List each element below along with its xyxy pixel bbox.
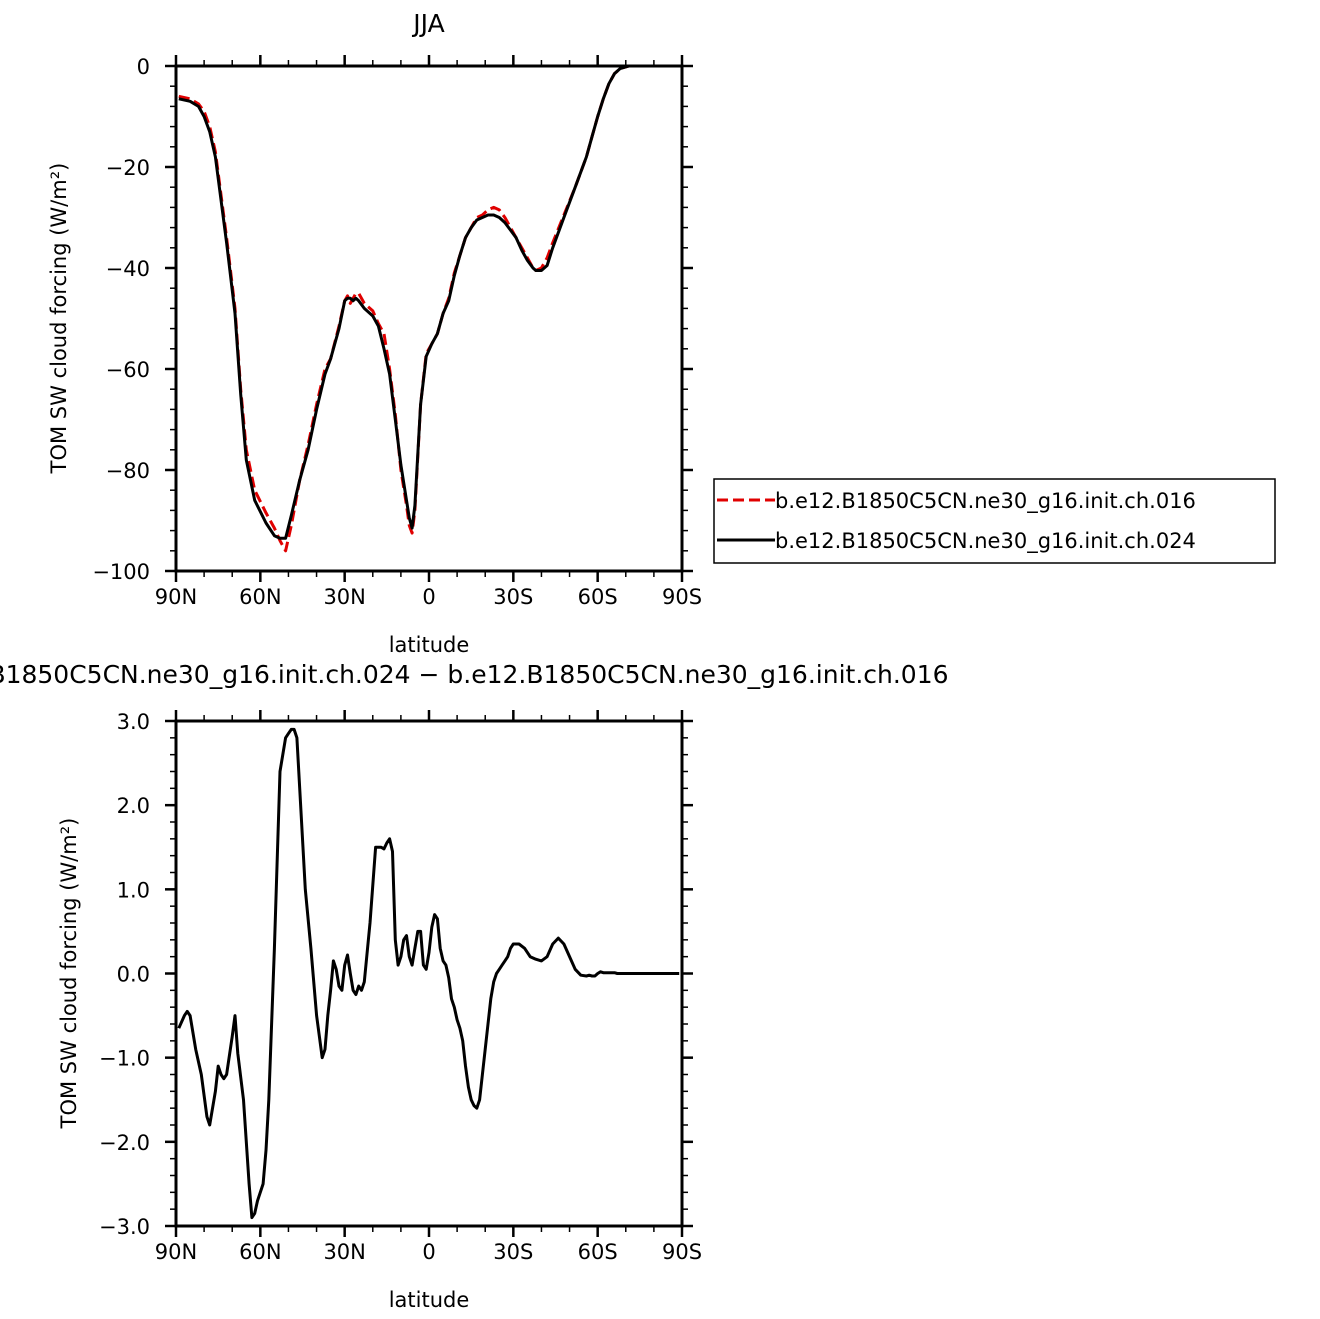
y-tick-label: −3.0 — [99, 1215, 150, 1239]
top-series-lines — [178, 64, 680, 553]
x-tick-label: 60N — [239, 1240, 281, 1264]
x-tick-label: 90S — [662, 1240, 702, 1264]
x-tick-label: 0 — [422, 1240, 435, 1264]
x-tick-label: 60S — [578, 1240, 618, 1264]
x-tick-label: 60N — [239, 585, 281, 609]
y-tick-label: 1.0 — [117, 878, 150, 902]
x-tick-label: 30N — [323, 585, 365, 609]
y-tick-label: −20 — [106, 156, 150, 180]
bottom-y-tick-labels: 3.0 2.0 1.0 0.0 −1.0 −2.0 −3.0 — [99, 710, 150, 1239]
series-line-1 — [178, 64, 680, 553]
y-tick-label: −1.0 — [99, 1047, 150, 1071]
bottom-panel: b.e12.B1850C5CN.ne30_g16.init.ch.024 − b… — [0, 660, 949, 1312]
bottom-series-lines — [177, 727, 680, 1220]
top-chart-title: JJA — [411, 9, 444, 38]
x-tick-label: 30N — [323, 1240, 365, 1264]
y-tick-label: −60 — [106, 358, 150, 382]
y-tick-label: 0.0 — [117, 963, 150, 987]
bottom-plot-frame — [174, 719, 684, 1228]
series-line-2 — [178, 64, 680, 540]
x-tick-label: 30S — [493, 1240, 533, 1264]
y-tick-label: 2.0 — [117, 794, 150, 818]
legend-label-series-2: b.e12.B1850C5CN.ne30_g16.init.ch.024 — [775, 529, 1196, 554]
top-y-axis-title: TOM SW cloud forcing (W/m²) — [47, 163, 71, 475]
top-panel: JJA 90N 60N 30N 0 30S 60S 90S 0 −20 −40 −60 −80 −10… — [47, 9, 1276, 657]
y-tick-label: −40 — [106, 257, 150, 281]
top-plot-frame — [174, 64, 684, 573]
x-tick-label: 60S — [578, 585, 618, 609]
y-tick-label: −100 — [92, 560, 150, 584]
x-tick-label: 90S — [662, 585, 702, 609]
x-tick-label: 90N — [155, 1240, 197, 1264]
legend-label-series-1: b.e12.B1850C5CN.ne30_g16.init.ch.016 — [775, 489, 1196, 514]
bottom-y-axis-title: TOM SW cloud forcing (W/m²) — [57, 818, 81, 1130]
x-tick-label: 90N — [155, 585, 197, 609]
y-tick-label: 3.0 — [117, 710, 150, 734]
y-tick-label: −80 — [106, 459, 150, 483]
x-tick-label: 0 — [422, 585, 435, 609]
legend: b.e12.B1850C5CN.ne30_g16.init.ch.016 b.e… — [713, 478, 1276, 564]
y-tick-label: 0 — [137, 55, 150, 79]
series-line-1 — [177, 727, 680, 1220]
top-axis-ticks — [165, 55, 693, 582]
top-y-tick-labels: 0 −20 −40 −60 −80 −100 — [92, 55, 150, 584]
legend-box — [713, 478, 1276, 564]
bottom-chart-title: b.e12.B1850C5CN.ne30_g16.init.ch.024 − b… — [0, 660, 949, 689]
bottom-x-axis-title: latitude — [389, 1288, 470, 1312]
y-tick-label: −2.0 — [99, 1131, 150, 1155]
bottom-x-tick-labels: 90N 60N 30N 0 30S 60S 90S — [155, 1240, 702, 1264]
x-tick-label: 30S — [493, 585, 533, 609]
top-x-tick-labels: 90N 60N 30N 0 30S 60S 90S — [155, 585, 702, 609]
top-x-axis-title: latitude — [389, 633, 470, 657]
